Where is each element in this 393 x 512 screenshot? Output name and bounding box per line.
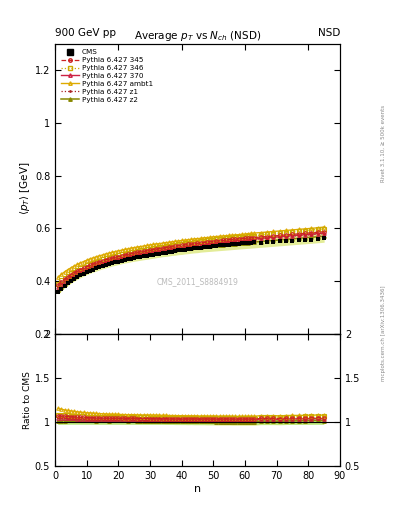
Y-axis label: Ratio to CMS: Ratio to CMS	[23, 371, 32, 429]
Legend: CMS, Pythia 6.427 345, Pythia 6.427 346, Pythia 6.427 370, Pythia 6.427 ambt1, P: CMS, Pythia 6.427 345, Pythia 6.427 346,…	[59, 47, 155, 104]
Text: NSD: NSD	[318, 28, 340, 38]
X-axis label: n: n	[194, 483, 201, 494]
Title: Average $p_T$ vs $N_{ch}$ (NSD): Average $p_T$ vs $N_{ch}$ (NSD)	[134, 29, 261, 44]
Text: 900 GeV pp: 900 GeV pp	[55, 28, 116, 38]
Y-axis label: $\langle p_T \rangle$ [GeV]: $\langle p_T \rangle$ [GeV]	[18, 162, 32, 216]
Text: CMS_2011_S8884919: CMS_2011_S8884919	[156, 277, 239, 286]
Text: mcplots.cern.ch [arXiv:1306.3436]: mcplots.cern.ch [arXiv:1306.3436]	[381, 285, 386, 380]
Text: Rivet 3.1.10, ≥ 500k events: Rivet 3.1.10, ≥ 500k events	[381, 105, 386, 182]
